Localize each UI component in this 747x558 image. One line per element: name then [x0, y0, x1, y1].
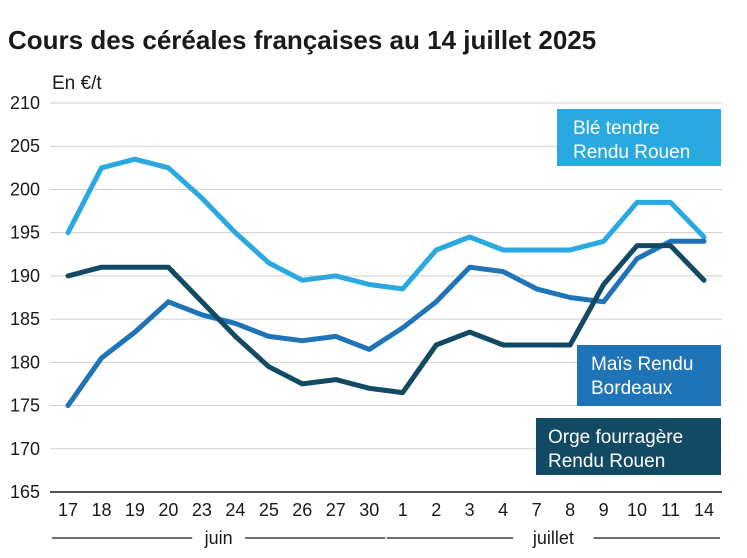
legend-box: [577, 345, 721, 406]
y-tick-label: 180: [10, 352, 40, 372]
x-tick-label: 17: [58, 500, 78, 520]
x-tick-label: 4: [498, 500, 508, 520]
x-tick-label: 18: [91, 500, 111, 520]
x-axis-ticks: 17 18 19 20 23 24 25 26 27 30 1 2 3 4 7 8 9 10 11 14: [58, 500, 714, 520]
legend-label-line: Bordeaux: [591, 378, 673, 399]
y-tick-label: 205: [10, 136, 40, 156]
series-legend: Blé tendre Rendu Rouen Maïs Rendu Bordeaux O…: [536, 109, 721, 475]
legend-entry-1: Maïs Rendu Bordeaux: [577, 345, 721, 406]
x-tick-label: 25: [259, 500, 279, 520]
x-tick-label: 2: [431, 500, 441, 520]
x-tick-label: 24: [225, 500, 245, 520]
legend-box: [557, 109, 721, 166]
y-tick-label: 175: [10, 396, 40, 416]
month-label: juillet: [532, 528, 574, 548]
month-label: juin: [204, 528, 233, 548]
series-line-1: [65, 238, 707, 409]
legend-entry-0: Blé tendre Rendu Rouen: [557, 109, 721, 166]
legend-label-line: Maïs Rendu: [591, 354, 693, 375]
y-tick-label: 195: [10, 223, 40, 243]
y-tick-label: 210: [10, 93, 40, 113]
y-tick-label: 170: [10, 439, 40, 459]
y-tick-label: 190: [10, 266, 40, 286]
month-labels: juin juillet: [52, 528, 720, 548]
x-tick-label: 7: [532, 500, 542, 520]
y-axis-unit-label: En €/t: [52, 73, 102, 94]
legend-label-line: Orge fourragère: [548, 427, 683, 448]
series-line-2: [65, 243, 707, 396]
x-tick-label: 3: [465, 500, 475, 520]
legend-box: [536, 418, 721, 475]
y-tick-label: 165: [10, 482, 40, 502]
legend-entry-2: Orge fourragère Rendu Rouen: [536, 418, 721, 475]
y-tick-label: 200: [10, 179, 40, 199]
x-tick-label: 8: [565, 500, 575, 520]
x-tick-label: 1: [398, 500, 408, 520]
x-tick-label: 19: [125, 500, 145, 520]
series-lines: [65, 156, 707, 409]
legend-label-line: Blé tendre: [573, 118, 660, 139]
legend-label-line: Rendu Rouen: [548, 451, 665, 472]
x-tick-label: 23: [192, 500, 212, 520]
x-tick-label: 14: [694, 500, 714, 520]
x-tick-label: 27: [326, 500, 346, 520]
x-tick-label: 9: [599, 500, 609, 520]
series-line-0: [65, 156, 707, 292]
legend-label-line: Rendu Rouen: [573, 142, 690, 163]
grid-lines: [50, 102, 722, 493]
x-tick-label: 10: [627, 500, 647, 520]
y-tick-label: 185: [10, 309, 40, 329]
chart-title: Cours des céréales françaises au 14 juil…: [8, 25, 596, 55]
x-tick-label: 11: [661, 500, 680, 520]
y-axis-ticks: 165 170 175 180 185 190 195 200 205 210: [10, 93, 40, 502]
x-tick-label: 20: [158, 500, 178, 520]
x-tick-label: 30: [359, 500, 379, 520]
x-tick-label: 26: [292, 500, 312, 520]
